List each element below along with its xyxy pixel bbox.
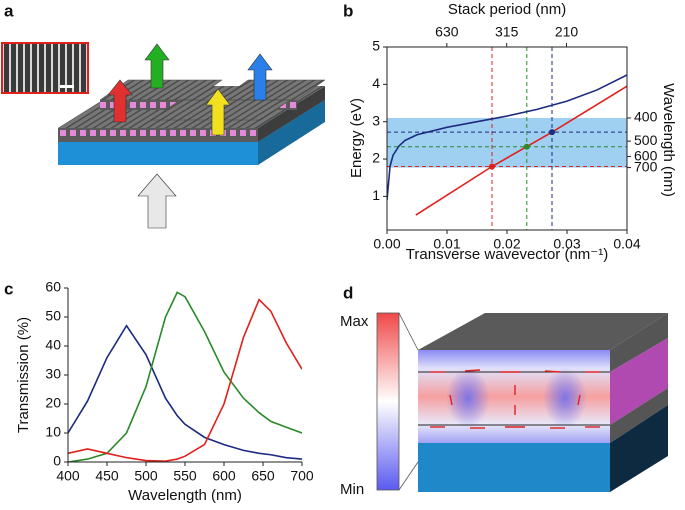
data-line — [68, 291, 302, 462]
x2-tick-label: 315 — [495, 24, 519, 40]
x-tick-label: 0.04 — [613, 236, 640, 252]
colorbar-min: Min — [340, 481, 364, 498]
y-axis-title: Transmission (%) — [15, 317, 32, 433]
x2-tick-label: 210 — [555, 24, 579, 40]
x-tick-label: 0.00 — [373, 236, 400, 252]
y-tick-label: 60 — [45, 279, 61, 295]
y-tick-label: 20 — [45, 395, 61, 411]
panel-label: c — [4, 279, 13, 298]
y-tick-label: 50 — [45, 308, 61, 324]
y2-axis-title: Wavelength (nm) — [660, 83, 677, 197]
device-schematic — [1, 42, 326, 229]
x-tick-label: 600 — [212, 468, 236, 484]
x2-tick-label: 630 — [435, 24, 459, 40]
panel-label: a — [4, 1, 14, 20]
x-tick-label: 0.03 — [553, 236, 580, 252]
y2-tick-label: 500 — [634, 132, 658, 148]
y-tick-label: 40 — [45, 337, 61, 353]
x2-axis-title: Stack period (nm) — [448, 1, 566, 18]
x-tick-label: 0.02 — [493, 236, 520, 252]
x-axis-title: Transverse wavevector (nm⁻¹) — [406, 246, 608, 263]
x-tick-label: 500 — [134, 468, 158, 484]
y-tick-label: 4 — [372, 75, 380, 91]
marker — [489, 163, 495, 170]
y-tick-label: 3 — [372, 112, 380, 128]
shaded-band — [387, 117, 627, 168]
y-tick-label: 1 — [372, 187, 380, 203]
y-tick-label: 5 — [372, 38, 380, 54]
marker — [523, 143, 530, 150]
y-tick-label: 10 — [45, 424, 61, 440]
panel-label: d — [343, 283, 353, 302]
data-line — [68, 298, 302, 462]
field-map: Max Min — [340, 312, 668, 498]
y-tick-label: 30 — [45, 366, 61, 382]
x-tick-label: 650 — [251, 468, 275, 484]
marker — [549, 129, 555, 136]
x-tick-label: 450 — [95, 468, 119, 484]
plot-area — [68, 291, 302, 462]
x-tick-label: 400 — [56, 468, 80, 484]
y-axis-title: Energy (eV) — [348, 98, 365, 178]
y2-tick-label: 700 — [634, 158, 658, 174]
x-tick-label: 550 — [173, 468, 197, 484]
data-line — [387, 74, 627, 201]
x-tick-label: 0.01 — [433, 236, 460, 252]
x-tick-label: 700 — [290, 468, 314, 484]
y2-tick-label: 400 — [634, 109, 658, 125]
plot-area — [387, 47, 627, 230]
panel-label: b — [343, 1, 353, 20]
colorbar-max: Max — [340, 313, 369, 330]
y2-tick-label: 600 — [634, 147, 658, 163]
y-tick-label: 0 — [53, 453, 61, 469]
y-tick-label: 2 — [372, 150, 380, 166]
x-axis-title: Wavelength (nm) — [128, 487, 242, 504]
data-line — [415, 85, 627, 216]
data-line — [68, 324, 302, 460]
